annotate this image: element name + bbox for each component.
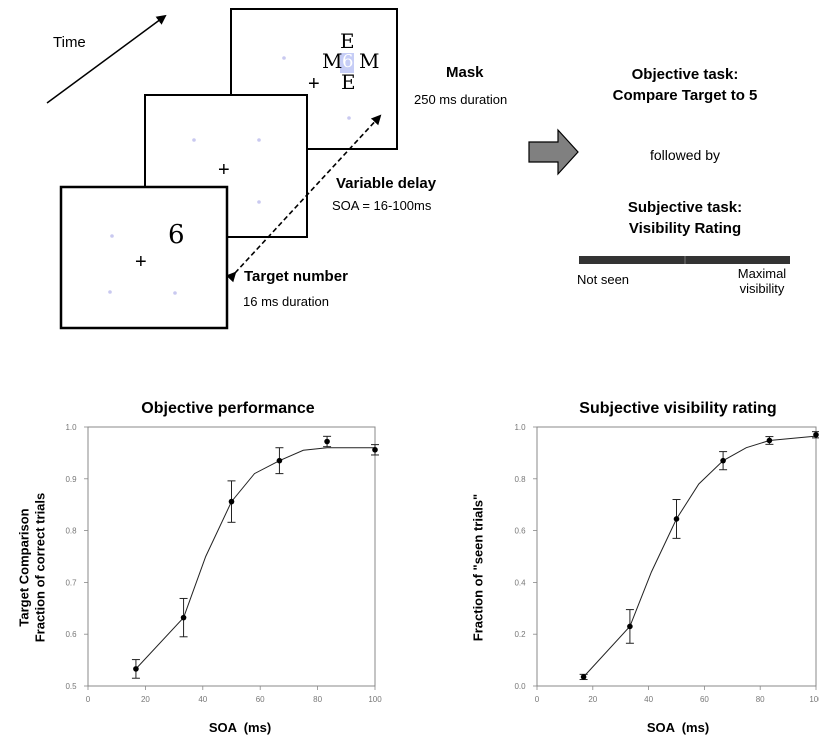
chart-objective-ytick-label: 0.6 xyxy=(65,630,77,639)
chart-subjective-xlabel: SOA (ms) xyxy=(646,720,710,735)
chart-objective-point xyxy=(133,666,139,672)
mask-duration: 250 ms duration xyxy=(414,92,508,107)
chart-objective-xtick-label: 80 xyxy=(313,695,322,704)
chart-subjective-point xyxy=(813,431,819,438)
chart-subjective-xtick-label: 100 xyxy=(809,695,819,704)
chart-objective-line xyxy=(135,447,375,670)
objective-task-line1: Objective task: xyxy=(631,66,739,83)
target-digit: 6 xyxy=(168,220,185,250)
chart-objective-point xyxy=(324,438,330,445)
chart-objective-ylabel-line1: Target Comparison xyxy=(16,508,32,627)
mask-letter-center: 6 xyxy=(342,51,354,72)
chart-subjective-ytick-label: 0.8 xyxy=(514,475,526,484)
chart-subjective-ytick-label: 0.2 xyxy=(514,630,526,639)
chart-subjective-ytick-label: 1.0 xyxy=(514,423,526,432)
chart-objective-ylabel-line2: Fraction of correct trials xyxy=(32,492,48,643)
chart-subjective-point xyxy=(720,457,726,464)
delay-fixation-cross: + xyxy=(218,159,230,181)
chart-objective-point xyxy=(180,614,187,621)
mask-center-patch xyxy=(340,53,354,73)
time-arrow xyxy=(46,14,167,104)
chart-subjective-ytick-label: 0.0 xyxy=(514,682,526,691)
variable-delay-soa: SOA = 16-100ms xyxy=(332,198,432,213)
scale-left-label: Not seen xyxy=(577,272,630,287)
chart-subjective-point xyxy=(627,623,633,630)
target-title: Target number xyxy=(244,268,348,285)
subjective-task-line2: Visibility Rating xyxy=(628,220,742,237)
chart-objective-ytick-label: 0.7 xyxy=(65,578,77,587)
objective-task-line2: Compare Target to 5 xyxy=(612,87,758,104)
variable-delay-title: Variable delay xyxy=(336,175,437,192)
chart-objective-xtick-label: 40 xyxy=(198,695,207,704)
chart-subjective-ytick-label: 0.4 xyxy=(514,578,526,587)
chart-objective-ytick-label: 0.9 xyxy=(65,475,77,484)
chart-objective-frame xyxy=(87,426,376,687)
chart-subjective-point xyxy=(766,437,773,444)
chart-subjective-xtick-label: 40 xyxy=(644,695,653,704)
chart-subjective-xtick-label: 60 xyxy=(700,695,709,704)
subjective-task-line1: Subjective task: xyxy=(627,199,743,216)
variable-delay-arrow xyxy=(225,114,382,283)
chart-objective-xtick-label: 0 xyxy=(86,695,91,704)
chart-objective-xlabel: SOA (ms) xyxy=(208,720,272,735)
chart-objective-title: Objective performance xyxy=(141,400,315,417)
chart-objective-ytick-label: 0.8 xyxy=(65,527,77,536)
chart-subjective-line xyxy=(583,435,817,678)
mask-letter-right: M xyxy=(359,49,380,73)
chart-subjective-title: Subjective visibility rating xyxy=(579,400,777,417)
target-fixation-cross: + xyxy=(135,251,147,273)
scale-right-label-line1: Maximal xyxy=(737,266,787,281)
target-duration: 16 ms duration xyxy=(243,294,329,309)
chart-objective-ytick-label: 0.5 xyxy=(65,682,77,691)
chart-subjective-point xyxy=(580,674,587,680)
chart-objective-xtick-label: 20 xyxy=(141,695,150,704)
chart-subjective-xtick-label: 20 xyxy=(588,695,597,704)
mask-title: Mask xyxy=(446,64,484,81)
chart-subjective-xtick-label: 0 xyxy=(535,695,540,704)
mask-letter-top: E xyxy=(340,29,355,53)
mask-fixation-cross: + xyxy=(308,73,320,95)
target-frame xyxy=(59,185,229,330)
chart-subjective-ylabel: Fraction of "seen trials" xyxy=(470,493,486,642)
chart-objective-ytick-label: 1.0 xyxy=(65,423,77,432)
scale-right-label-line2: visibility xyxy=(739,281,785,296)
chart-subjective-point xyxy=(673,516,680,522)
chart-objective-xtick-label: 100 xyxy=(368,695,382,704)
chart-subjective-xtick-label: 80 xyxy=(756,695,765,704)
followed-by-label: followed by xyxy=(649,147,721,163)
mask-letter-bottom: E xyxy=(341,70,356,94)
mask-letter-left: M xyxy=(322,49,343,73)
chart-objective-point xyxy=(276,457,283,464)
chart-objective-point xyxy=(372,446,378,453)
chart-subjective-frame xyxy=(536,426,817,687)
time-label: Time xyxy=(53,34,86,51)
chart-objective-point xyxy=(228,498,235,505)
chart-objective-xtick-label: 60 xyxy=(256,695,265,704)
gray-arrow xyxy=(528,128,579,176)
chart-subjective-ytick-label: 0.6 xyxy=(514,527,526,536)
procedure-diagram xyxy=(46,8,790,330)
